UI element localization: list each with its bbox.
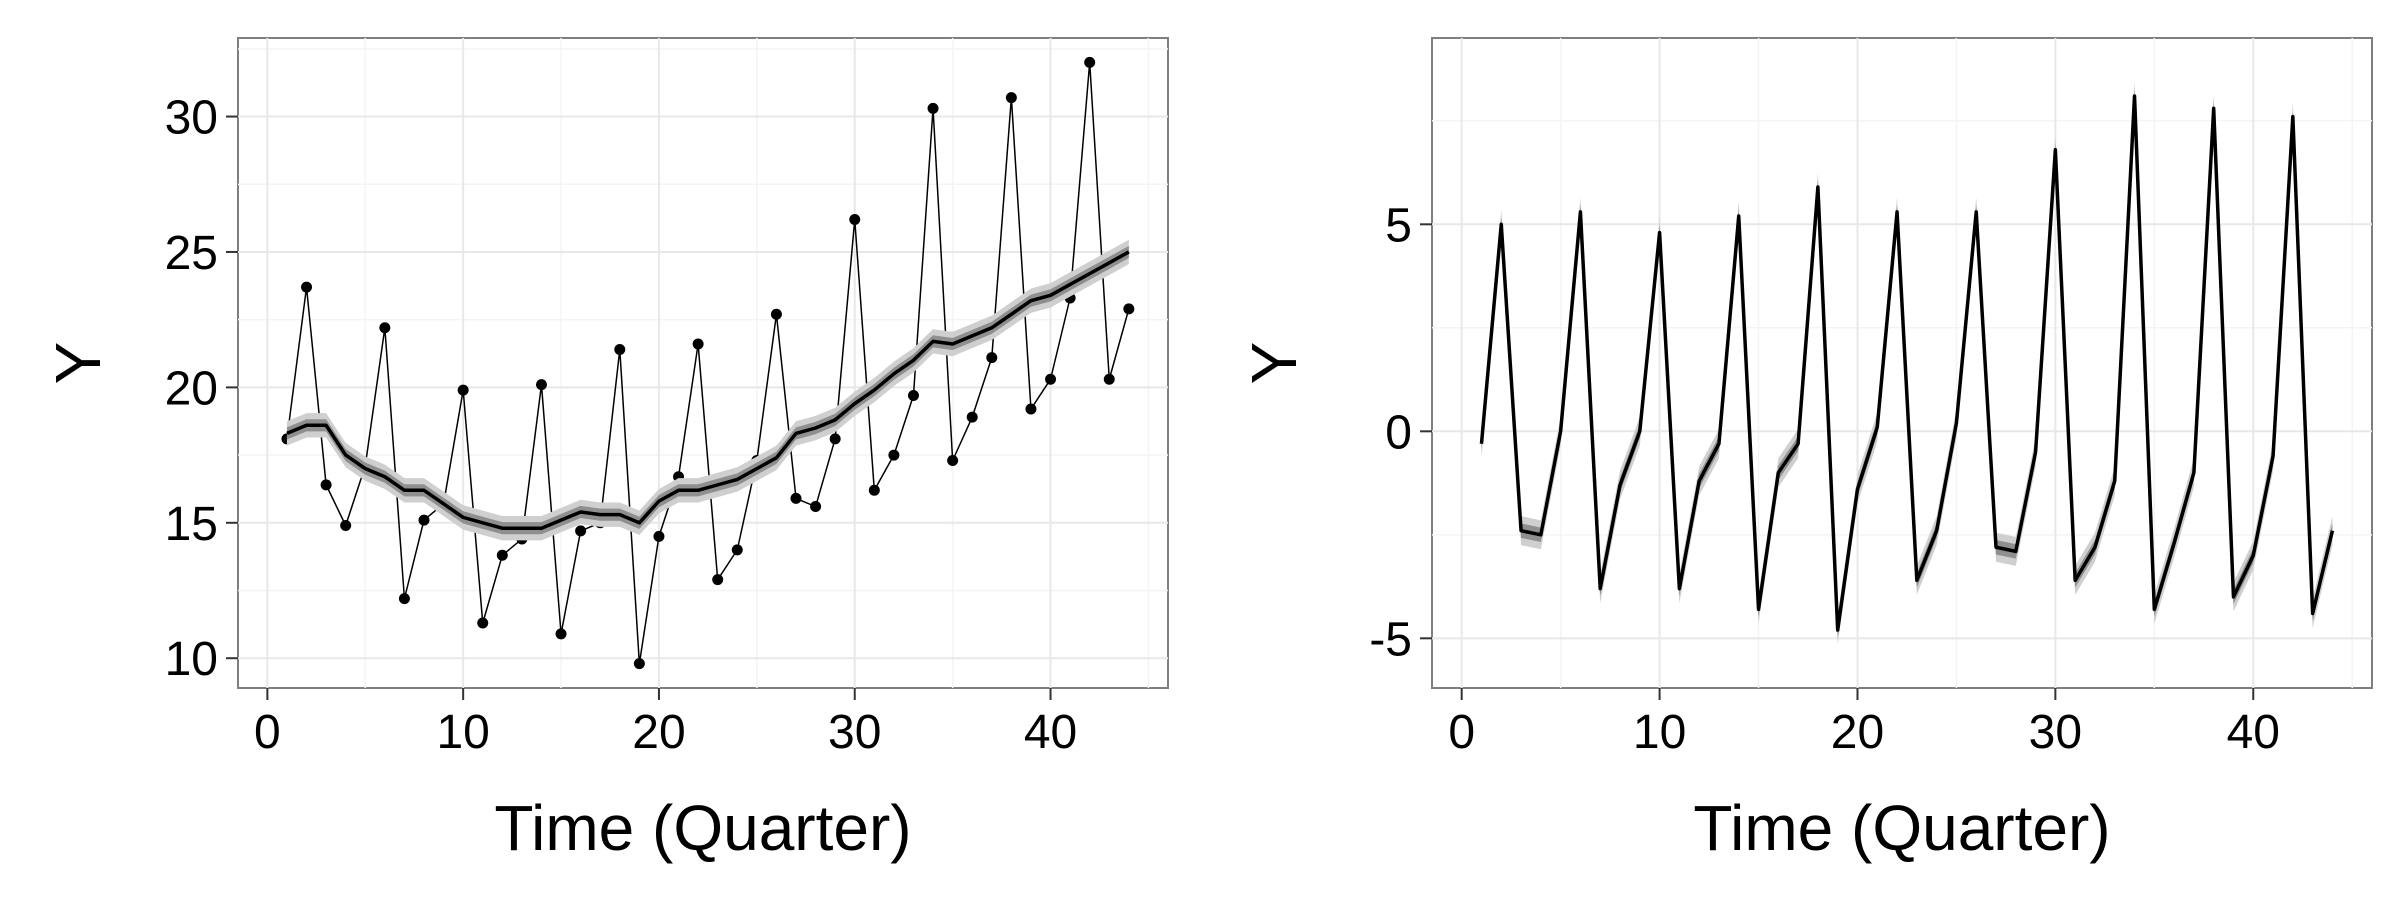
data-point (868, 484, 880, 496)
x-tick-label: 40 (2227, 706, 2280, 759)
data-point (320, 479, 332, 491)
data-point (633, 658, 645, 670)
x-tick-label: 20 (1831, 706, 1884, 759)
data-point (340, 520, 352, 531)
marks (1479, 81, 2335, 645)
data-point (1045, 373, 1057, 385)
data-point (986, 352, 998, 364)
data-point (614, 343, 626, 355)
data-point (653, 530, 665, 542)
data-point (770, 308, 782, 320)
ticks: 0 10 20 30 40 10 15 20 25 30 (165, 92, 1078, 759)
left-panel: 0 10 20 30 40 10 15 20 25 30 Time (Quarter) Y (42, 37, 1169, 864)
data-point (731, 544, 743, 556)
x-tick-label: 30 (2029, 706, 2082, 759)
data-point (966, 411, 978, 423)
y-tick-label: 25 (165, 227, 218, 280)
x-tick-label: 40 (1024, 706, 1077, 759)
data-point (457, 384, 469, 396)
data-point (398, 593, 410, 605)
y-tick-label: -5 (1369, 613, 1412, 666)
plot-background (1431, 37, 2373, 689)
x-axis-label: Time (Quarter) (1693, 792, 2110, 864)
data-point (1025, 403, 1037, 415)
x-tick-label: 0 (254, 706, 281, 759)
confidence-band (286, 239, 1129, 541)
data-point (1005, 92, 1017, 104)
y-tick-label: 30 (165, 92, 218, 145)
data-point (907, 390, 919, 401)
series-line (1479, 94, 2335, 632)
data-point (575, 525, 587, 537)
y-tick-label: 10 (165, 633, 218, 686)
data-point (947, 455, 959, 466)
x-tick-label: 10 (1633, 706, 1686, 759)
data-point (829, 433, 841, 445)
data-point (849, 213, 861, 225)
data-point (418, 514, 430, 526)
data-point (1103, 373, 1115, 385)
x-tick-label: 10 (436, 706, 489, 759)
x-tick-label: 0 (1448, 706, 1475, 759)
data-point (301, 281, 313, 293)
y-axis-label: Y (1238, 342, 1310, 385)
data-point (712, 574, 724, 586)
y-tick-label: 0 (1385, 406, 1412, 459)
y-tick-label: 15 (165, 498, 218, 551)
plot-background (237, 37, 1169, 689)
x-tick-label: 20 (632, 706, 685, 759)
data-point (692, 338, 704, 350)
data-point (379, 322, 391, 334)
data-point (1123, 303, 1135, 315)
y-tick-label: 20 (165, 362, 218, 415)
data-point (555, 628, 567, 640)
right-panel: 0 10 20 30 40 -5 0 5 Time (Quarter) Y (1238, 37, 2373, 864)
data-point (496, 549, 508, 561)
grid (238, 38, 1168, 688)
y-axis-label: Y (42, 342, 114, 385)
data-point (810, 501, 822, 513)
y-tick-label: 5 (1385, 199, 1412, 252)
data-point (535, 379, 547, 391)
series-line (286, 250, 1130, 530)
data-point (477, 617, 489, 629)
x-axis-label: Time (Quarter) (494, 792, 911, 864)
data-point (790, 492, 802, 504)
data-point (888, 449, 900, 461)
x-tick-label: 30 (828, 706, 881, 759)
data-point (927, 102, 939, 114)
ticks: 0 10 20 30 40 -5 0 5 (1369, 199, 2280, 759)
marks (281, 56, 1135, 670)
data-point (1084, 56, 1096, 68)
